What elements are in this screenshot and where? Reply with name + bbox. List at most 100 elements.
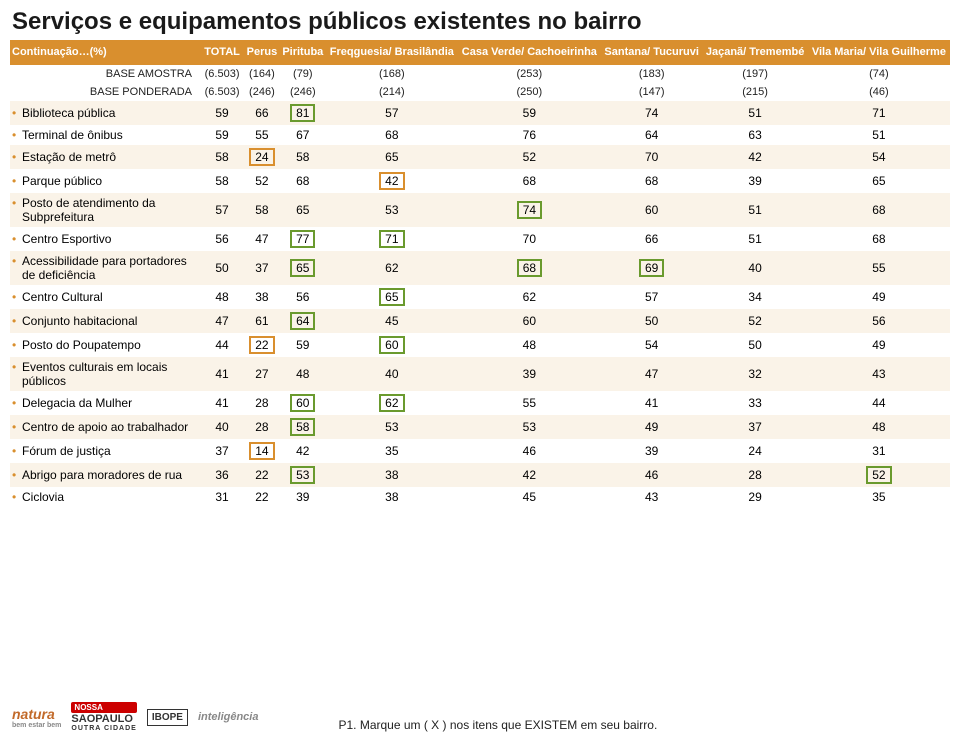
row-label: Posto de atendimento da Subprefeitura (10, 193, 200, 227)
value: 27 (250, 367, 274, 381)
data-cell: 66 (601, 227, 702, 251)
data-cell: 71 (326, 227, 458, 251)
data-cell: 29 (702, 487, 807, 507)
value: 68 (291, 174, 315, 188)
data-cell: 60 (601, 193, 702, 227)
data-cell: 63 (702, 125, 807, 145)
row-label: Posto do Poupatempo (10, 333, 200, 357)
table-row: Ciclovia3122393845432935 (10, 487, 950, 507)
value: 68 (867, 232, 891, 246)
data-cell: 64 (601, 125, 702, 145)
base-cell: (6.503) (200, 83, 244, 101)
data-cell: 49 (808, 285, 950, 309)
data-cell: 39 (458, 357, 601, 391)
value: 46 (640, 468, 664, 482)
value: 45 (380, 314, 404, 328)
table-header-row: Continuação…(%)TOTALPerusPiritubaFreqgue… (10, 40, 950, 65)
table-row: Centro Esportivo5647777170665168 (10, 227, 950, 251)
value: 49 (867, 338, 891, 352)
data-cell: 50 (601, 309, 702, 333)
data-cell: 65 (280, 193, 326, 227)
highlighted-value: 53 (290, 466, 315, 484)
row-label: Abrigo para moradores de rua (10, 463, 200, 487)
value: 36 (210, 468, 234, 482)
data-cell: 58 (280, 415, 326, 439)
value: 47 (210, 314, 234, 328)
data-cell: 52 (458, 145, 601, 169)
data-cell: 58 (200, 169, 244, 193)
data-cell: 28 (244, 391, 280, 415)
value: 76 (517, 128, 541, 142)
data-cell: 55 (244, 125, 280, 145)
row-label: Centro Esportivo (10, 227, 200, 251)
data-cell: 60 (326, 333, 458, 357)
value: 41 (210, 396, 234, 410)
row-label: Eventos culturais em locais públicos (10, 357, 200, 391)
table-header-cell: Jaçanã/ Tremembé (702, 40, 807, 65)
value: 58 (291, 150, 315, 164)
value: 47 (640, 367, 664, 381)
data-cell: 28 (244, 415, 280, 439)
value: 59 (517, 106, 541, 120)
table-row: Acessibilidade para portadores de defici… (10, 251, 950, 285)
logo-ibope: IBOPE (147, 702, 188, 732)
data-cell: 58 (200, 145, 244, 169)
data-cell: 58 (244, 193, 280, 227)
row-label: Centro Cultural (10, 285, 200, 309)
data-cell: 39 (280, 487, 326, 507)
data-cell: 65 (808, 169, 950, 193)
data-cell: 62 (458, 285, 601, 309)
base-row: BASE PONDERADA(6.503)(246)(246)(214)(250… (10, 83, 950, 101)
data-cell: 54 (601, 333, 702, 357)
row-label: Conjunto habitacional (10, 309, 200, 333)
data-cell: 32 (702, 357, 807, 391)
table-row: Biblioteca pública5966815759745171 (10, 101, 950, 125)
data-cell: 59 (200, 125, 244, 145)
value: 56 (210, 232, 234, 246)
data-cell: 43 (601, 487, 702, 507)
data-cell: 58 (280, 145, 326, 169)
value: 65 (380, 150, 404, 164)
value: 71 (867, 106, 891, 120)
value: 53 (380, 203, 404, 217)
data-cell: 37 (244, 251, 280, 285)
value: 50 (210, 261, 234, 275)
highlighted-value: 42 (379, 172, 404, 190)
table-row: Posto do Poupatempo4422596048545049 (10, 333, 950, 357)
data-cell: 39 (702, 169, 807, 193)
highlighted-value: 24 (249, 148, 274, 166)
data-cell: 28 (702, 463, 807, 487)
footnote-text: P1. Marque um ( X ) nos itens que EXISTE… (338, 718, 657, 732)
table-row: Centro Cultural4838566562573449 (10, 285, 950, 309)
value: 51 (743, 106, 767, 120)
table-header-cell: TOTAL (200, 40, 244, 65)
data-cell: 24 (244, 145, 280, 169)
value: 43 (867, 367, 891, 381)
data-cell: 36 (200, 463, 244, 487)
data-cell: 62 (326, 391, 458, 415)
value: 74 (640, 106, 664, 120)
base-cell: (183) (601, 65, 702, 83)
row-label: Delegacia da Mulher (10, 391, 200, 415)
value: 28 (250, 396, 274, 410)
table-row: Conjunto habitacional4761644560505256 (10, 309, 950, 333)
data-cell: 45 (458, 487, 601, 507)
data-cell: 67 (280, 125, 326, 145)
value: 49 (867, 290, 891, 304)
data-cell: 34 (702, 285, 807, 309)
base-cell: (74) (808, 65, 950, 83)
table-row: Fórum de justiça3714423546392431 (10, 439, 950, 463)
value: 68 (517, 174, 541, 188)
data-cell: 49 (601, 415, 702, 439)
table-header-cell: Santana/ Tucuruvi (601, 40, 702, 65)
value: 58 (250, 203, 274, 217)
data-cell: 27 (244, 357, 280, 391)
base-cell: (147) (601, 83, 702, 101)
data-cell: 37 (702, 415, 807, 439)
data-cell: 50 (200, 251, 244, 285)
value: 39 (517, 367, 541, 381)
value: 24 (743, 444, 767, 458)
value: 53 (517, 420, 541, 434)
value: 52 (250, 174, 274, 188)
highlighted-value: 52 (866, 466, 891, 484)
